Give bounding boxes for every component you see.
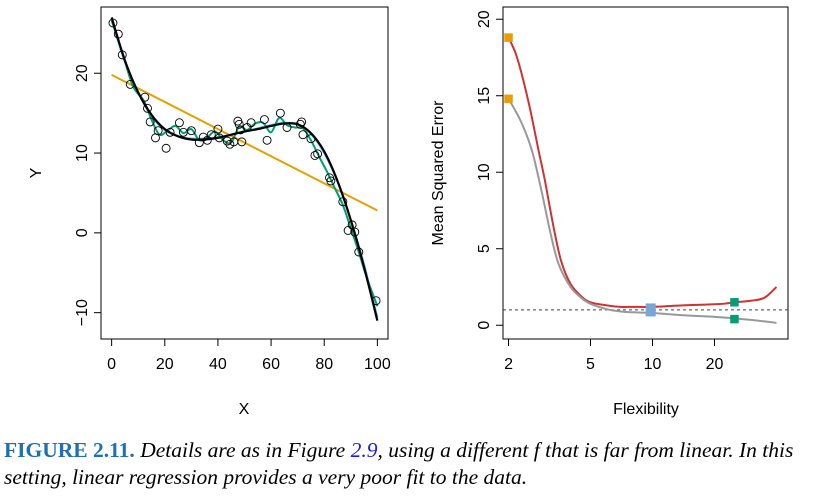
data-point	[295, 119, 305, 129]
data-point	[117, 50, 127, 60]
caption-text-2: , using a different	[377, 438, 529, 462]
left-x-axis-label: X	[239, 401, 250, 418]
data-point	[237, 137, 247, 147]
right-x-tick-label: 2	[504, 356, 513, 373]
data-point	[214, 133, 224, 143]
data-point	[213, 124, 223, 134]
data-point	[206, 130, 216, 140]
data-point	[108, 18, 118, 28]
right-curves	[503, 37, 788, 324]
data-point	[222, 136, 232, 146]
right-mse-panel: 2 5 10 20 0 5 10 15 20 Flexibility Mean Squared…	[430, 6, 789, 418]
smooth-spline-fit	[110, 18, 379, 318]
data-point	[161, 143, 171, 153]
right-x-tick-label: 20	[706, 356, 724, 373]
left-y-tick-label: −10	[74, 299, 91, 326]
right-markers	[504, 33, 739, 324]
right-y-tick-label: 0	[476, 321, 493, 330]
mse-marker	[504, 33, 513, 42]
data-point	[113, 29, 123, 39]
right-y-tick-label: 20	[476, 10, 493, 28]
caption-symbol: f	[533, 438, 540, 462]
data-point	[153, 126, 163, 136]
left-x-tick-label: 60	[262, 356, 280, 373]
right-y-tick-label: 10	[476, 163, 493, 181]
mse-marker	[730, 298, 739, 307]
data-point	[310, 150, 320, 160]
data-point	[313, 149, 323, 159]
data-point	[275, 108, 285, 118]
left-y-tick-label: 20	[74, 64, 91, 82]
data-point	[306, 134, 316, 144]
left-x-tick-label: 100	[364, 356, 391, 373]
right-y-axis-label: Mean Squared Error	[430, 100, 447, 246]
figure-caption: FIGURE 2.11. Details are as in Figure 2.…	[4, 437, 816, 491]
left-x-tick-label: 20	[156, 356, 174, 373]
right-x-axis: 2 5 10 20	[504, 338, 724, 373]
caption-label: FIGURE 2.11.	[4, 438, 135, 462]
left-y-axis: −10 0 10 20	[74, 64, 102, 326]
left-plot-frame	[100, 6, 389, 340]
data-point	[125, 79, 135, 89]
right-y-tick-label: 5	[476, 244, 493, 253]
data-point	[338, 197, 348, 207]
data-point	[297, 117, 307, 127]
data-point	[350, 227, 360, 237]
data-point	[165, 127, 175, 137]
test-mse-curve	[507, 37, 778, 308]
right-x-axis-label: Flexibility	[613, 401, 679, 418]
left-y-tick-label: 10	[74, 144, 91, 162]
right-y-axis: 0 5 10 15 20	[476, 10, 504, 330]
data-point	[145, 117, 155, 127]
data-point	[234, 119, 244, 129]
caption-text-1: Details are as in Figure	[140, 438, 346, 462]
mse-marker	[730, 314, 739, 324]
mse-marker	[504, 94, 513, 104]
left-y-axis-label: Y	[28, 167, 45, 178]
right-x-tick-label: 10	[644, 356, 662, 373]
data-point	[262, 135, 272, 145]
left-scatter-panel: 0 20 40 60 80 100 −10 0 10 20 X Y	[28, 6, 391, 418]
left-x-axis: 0 20 40 60 80 100	[107, 338, 391, 373]
linear-regression-line	[111, 73, 378, 212]
data-point	[326, 176, 336, 186]
left-y-tick-label: 0	[74, 228, 91, 237]
data-point	[143, 103, 152, 113]
data-point	[236, 125, 245, 135]
right-plot-frame	[502, 6, 789, 340]
left-x-tick-label: 0	[107, 356, 116, 373]
data-point	[186, 126, 196, 136]
data-point	[246, 118, 256, 128]
left-x-tick-label: 40	[209, 356, 227, 373]
caption-figure-link[interactable]: 2.9	[350, 438, 378, 462]
data-point	[354, 247, 364, 257]
data-point	[140, 92, 150, 102]
true-function-curve	[110, 17, 379, 321]
caption-text-3: that is far from linear. In this setting…	[4, 438, 794, 489]
training-mse-curve	[507, 98, 777, 324]
left-points	[108, 18, 381, 306]
data-point	[282, 123, 292, 132]
data-point	[174, 118, 184, 128]
left-x-tick-label: 80	[315, 356, 333, 373]
data-point	[259, 115, 269, 124]
right-y-tick-label: 15	[476, 87, 493, 105]
data-point	[371, 296, 381, 306]
mse-marker	[645, 303, 656, 317]
data-point	[298, 130, 308, 140]
left-curves	[110, 17, 379, 321]
right-x-tick-label: 5	[586, 356, 595, 373]
wiggly-spline-fit	[110, 20, 379, 307]
